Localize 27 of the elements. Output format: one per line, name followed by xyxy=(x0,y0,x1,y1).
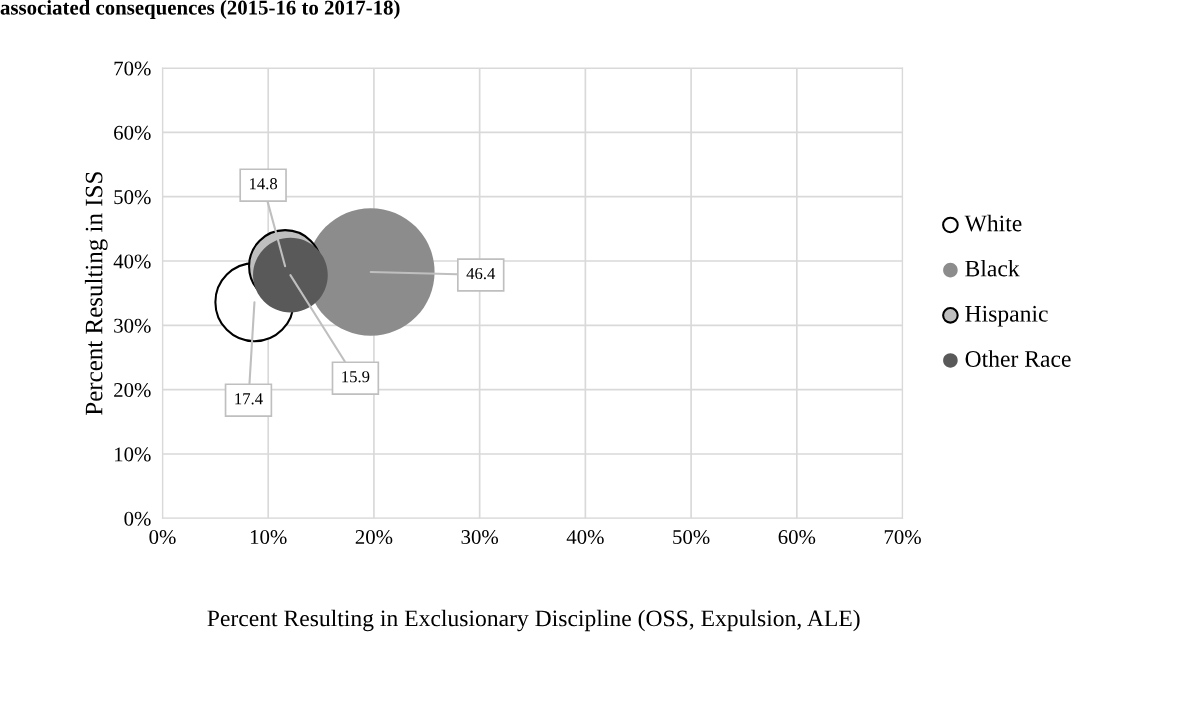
y-tick-label: 50% xyxy=(114,190,151,205)
x-tick-label: 20% xyxy=(355,529,393,545)
x-tick-label: 30% xyxy=(461,529,499,545)
chart-title: associated consequences (2015-16 to 2017-18) xyxy=(0,0,400,19)
y-tick-label: 30% xyxy=(114,318,151,333)
y-tick-label: 20% xyxy=(114,383,151,398)
x-tick-label: 0% xyxy=(149,529,176,545)
data-label: 14.8 xyxy=(250,178,278,190)
legend-label: Other Race xyxy=(965,350,1071,367)
y-tick-label: 10% xyxy=(115,447,151,462)
x-tick-label: 70% xyxy=(884,529,921,545)
x-tick-label: 10% xyxy=(250,529,287,545)
x-tick-label: 40% xyxy=(566,529,604,545)
data-label: 46.4 xyxy=(466,267,496,280)
x-tick-label: 50% xyxy=(673,529,710,545)
data-label: 15.9 xyxy=(342,371,370,383)
legend-label: Black xyxy=(965,259,1020,277)
legend-label: White xyxy=(964,214,1022,232)
y-tick-label: 60% xyxy=(114,125,151,140)
data-label: 17.4 xyxy=(235,393,263,405)
legend-label: Hispanic xyxy=(965,305,1048,327)
y-tick-label: 0% xyxy=(124,511,151,526)
y-tick-label: 40% xyxy=(113,254,151,269)
x-axis-title: Percent Resulting in Exclusionary Discipline (OSS, Expulsion, ALE) xyxy=(207,609,860,632)
x-tick-label: 60% xyxy=(778,529,816,545)
y-tick-label: 70% xyxy=(114,61,151,76)
y-axis-title: Percent Resulting in ISS xyxy=(84,172,108,416)
